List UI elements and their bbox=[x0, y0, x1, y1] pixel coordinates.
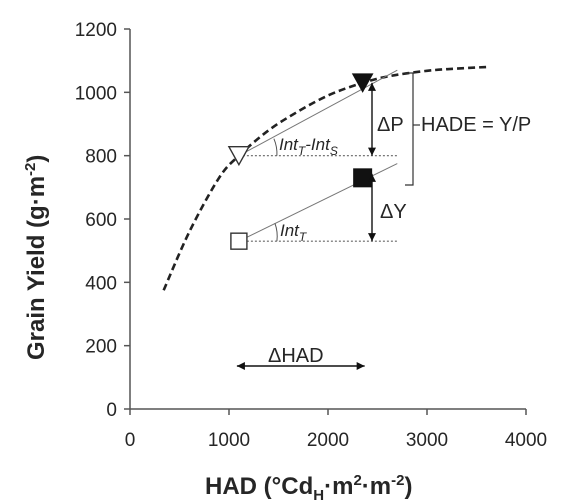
delta-y-arrow-head-end bbox=[368, 233, 376, 242]
delta-had-arrow-head-end bbox=[356, 362, 365, 370]
x-title-main: HAD (°Cd bbox=[205, 473, 313, 500]
x-title-mid: ·m bbox=[324, 473, 353, 500]
x-title-sub: H bbox=[313, 487, 324, 502]
y-tick-label: 1000 bbox=[75, 83, 117, 104]
int-diff-label: IntT-IntS bbox=[279, 135, 338, 158]
x-title-mid2: ·m bbox=[362, 473, 391, 500]
delta-p-label: ΔP bbox=[377, 114, 404, 136]
hade-bracket bbox=[405, 72, 414, 186]
slope-line bbox=[238, 69, 398, 157]
x-tick-label: 0 bbox=[125, 430, 136, 451]
int-t-label: IntT bbox=[280, 221, 308, 244]
point-filled-triangle bbox=[351, 73, 374, 93]
x-tick-label: 2000 bbox=[307, 430, 349, 451]
point-filled-square bbox=[353, 168, 373, 188]
int-t-main: Int bbox=[280, 221, 300, 240]
hade-label: HADE = Y/P bbox=[421, 114, 531, 136]
response-curve bbox=[162, 65, 487, 291]
y-tick-label: 400 bbox=[85, 273, 117, 294]
y-tick-label: 200 bbox=[85, 337, 117, 358]
int-diff-mid: -Int bbox=[305, 135, 331, 154]
y-title-end: ) bbox=[23, 155, 50, 163]
point-open-square bbox=[230, 232, 248, 250]
y-tick-label: 0 bbox=[106, 400, 117, 421]
delta-y-arrow-head-start bbox=[368, 173, 376, 182]
int-diff-main: Int bbox=[279, 135, 299, 154]
y-title-main: Grain Yield (g·m bbox=[23, 176, 50, 360]
delta-y-label: ΔY bbox=[380, 201, 407, 223]
int-t-sub: T bbox=[299, 230, 308, 244]
slope-line bbox=[238, 163, 398, 242]
x-tick-label: 4000 bbox=[505, 430, 547, 451]
plot-layer: 0 200 400 600 800 1000 1200 0 1000 2000 3000 4000 bbox=[75, 20, 547, 451]
delta-had-label: ΔHAD bbox=[268, 345, 324, 367]
x-title-sup2: -2 bbox=[391, 472, 404, 489]
x-axis-title: HAD (°CdH·m2·m-2) bbox=[205, 472, 412, 502]
x-title-sup1: 2 bbox=[353, 472, 361, 489]
int-diff-sub1: T bbox=[298, 144, 307, 158]
delta-p-arrow-head-start bbox=[368, 82, 376, 91]
int-diff-sub2: S bbox=[330, 144, 338, 158]
x-tick-label: 3000 bbox=[406, 430, 448, 451]
delta-had-arrow-head-start bbox=[236, 362, 245, 370]
x-title-end: ) bbox=[404, 473, 412, 500]
y-tick-label: 800 bbox=[85, 147, 117, 168]
y-tick-label: 600 bbox=[85, 210, 117, 231]
y-tick-label: 1200 bbox=[75, 20, 117, 41]
y-title-sup: -2 bbox=[22, 163, 39, 176]
x-tick-label: 1000 bbox=[208, 430, 250, 451]
delta-p-arrow-head-end bbox=[368, 147, 376, 156]
y-axis-title: Grain Yield (g·m-2) bbox=[22, 155, 50, 360]
angle-arc-int-t bbox=[274, 222, 278, 242]
angle-arc-int-diff bbox=[273, 138, 278, 156]
point-open-triangle bbox=[227, 145, 251, 167]
